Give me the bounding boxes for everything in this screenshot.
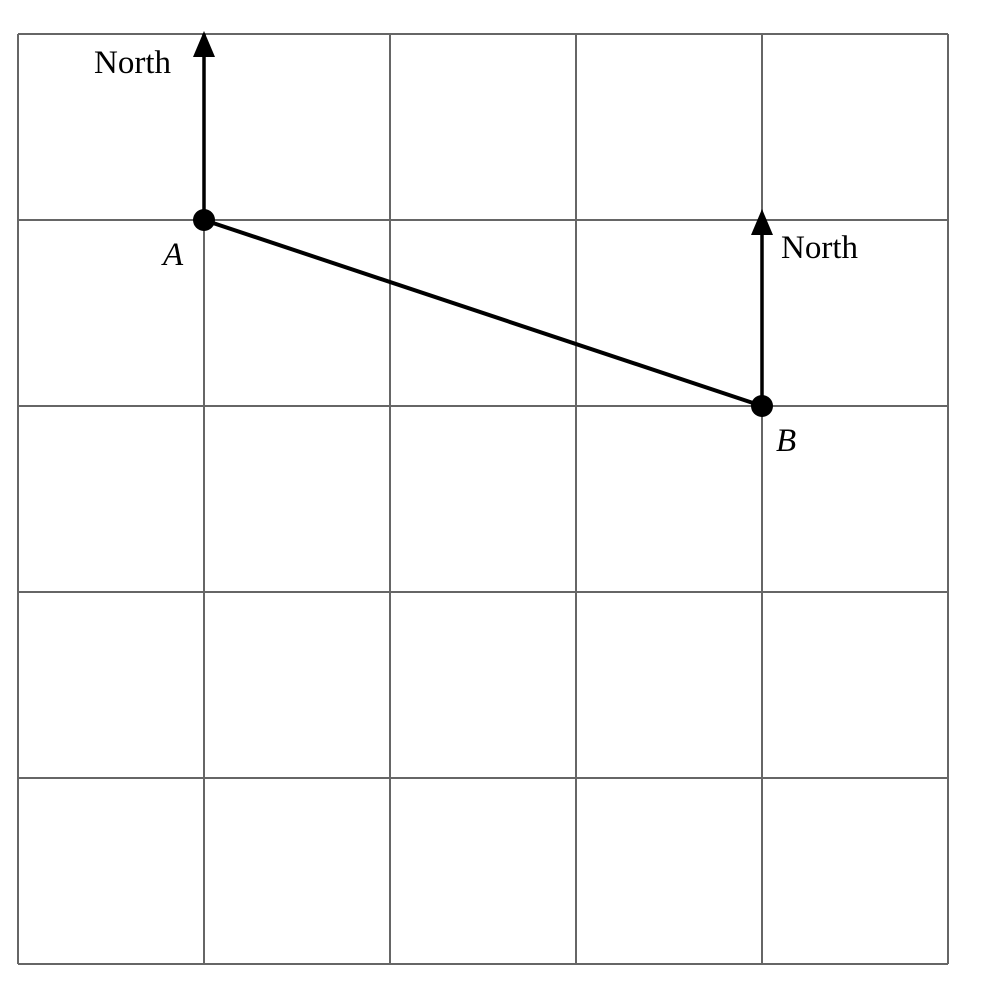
north-label-b: North [781, 230, 858, 266]
point-b-label: B [776, 423, 796, 459]
point-a-label: A [161, 237, 184, 273]
point-b [751, 395, 773, 417]
segment-ab [203, 218, 763, 408]
north-label-a: North [94, 45, 171, 81]
grid [17, 33, 949, 965]
north-arrowhead-b [751, 209, 773, 235]
point-a [193, 209, 215, 231]
north-arrowhead-a [193, 31, 215, 57]
